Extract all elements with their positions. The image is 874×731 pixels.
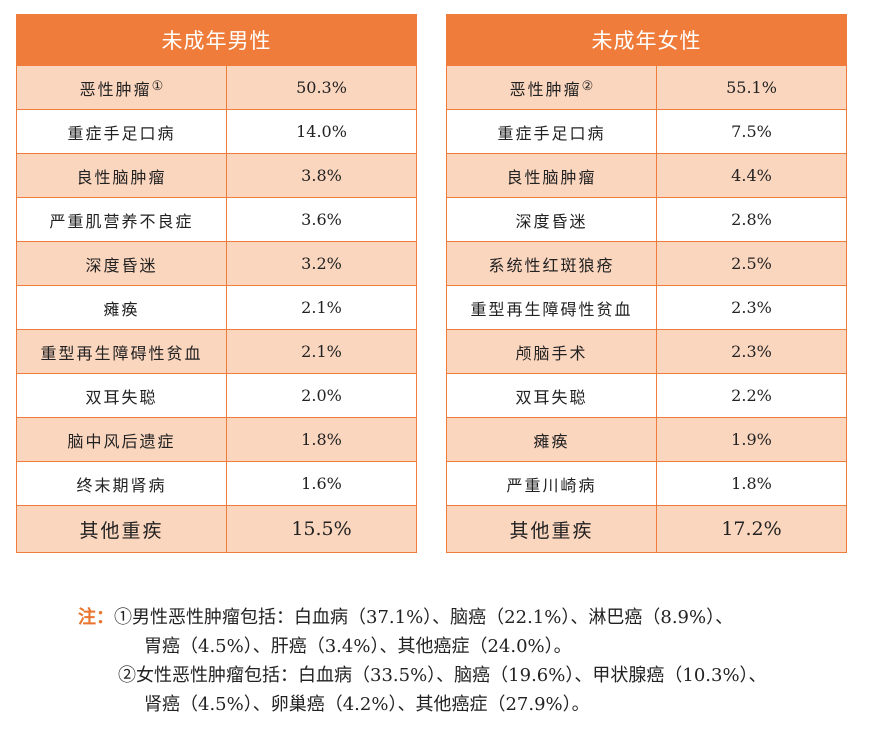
table-row: 双耳失聪 2.2% <box>446 373 847 418</box>
table-row: 良性脑肿瘤 3.8% <box>16 153 417 198</box>
percentage: 2.5% <box>656 241 847 286</box>
percentage: 7.5% <box>656 109 847 154</box>
footnotes: 注：①男性恶性肿瘤包括：白血病（37.1%）、脑癌（22.1%）、淋巴癌（8.9… <box>78 603 868 719</box>
table-row: 恶性肿瘤① 50.3% <box>16 65 417 110</box>
disease-name: 良性脑肿瘤 <box>446 153 657 198</box>
disease-name: 双耳失聪 <box>446 373 657 418</box>
disease-name: 深度昏迷 <box>16 241 227 286</box>
disease-name: 瘫痪 <box>446 417 657 462</box>
table-row: 严重肌营养不良症 3.6% <box>16 197 417 242</box>
percentage: 2.1% <box>226 285 417 330</box>
table-row: 终末期肾病 1.6% <box>16 461 417 506</box>
disease-name: 良性脑肿瘤 <box>16 153 227 198</box>
table-row: 重症手足口病 14.0% <box>16 109 417 154</box>
table-row: 重症手足口病 7.5% <box>446 109 847 154</box>
note-2-line-1: ②女性恶性肿瘤包括：白血病（33.5%）、脑癌（19.6%）、甲状腺癌（10.3… <box>118 665 767 686</box>
table-row: 严重川崎病 1.8% <box>446 461 847 506</box>
percentage: 3.8% <box>226 153 417 198</box>
table-row: 系统性红斑狼疮 2.5% <box>446 241 847 286</box>
percentage: 2.3% <box>656 329 847 374</box>
percentage: 1.9% <box>656 417 847 462</box>
percentage: 1.6% <box>226 461 417 506</box>
percentage: 3.6% <box>226 197 417 242</box>
disease-name: 恶性肿瘤① <box>16 65 227 110</box>
percentage: 1.8% <box>226 417 417 462</box>
percentage: 17.2% <box>656 505 847 553</box>
percentage: 4.4% <box>656 153 847 198</box>
percentage: 2.0% <box>226 373 417 418</box>
disease-name: 其他重疾 <box>446 505 657 553</box>
disease-name: 脑中风后遗症 <box>16 417 227 462</box>
disease-name: 颅脑手术 <box>446 329 657 374</box>
notes-label: 注： <box>78 607 114 628</box>
disease-name: 严重肌营养不良症 <box>16 197 227 242</box>
male-table: 未成年男性 恶性肿瘤① 50.3% 重症手足口病 14.0% 良性脑肿瘤 3.8… <box>16 14 417 553</box>
table-row: 脑中风后遗症 1.8% <box>16 417 417 462</box>
table-row: 双耳失聪 2.0% <box>16 373 417 418</box>
percentage: 3.2% <box>226 241 417 286</box>
percentage: 2.1% <box>226 329 417 374</box>
table-row: 深度昏迷 2.8% <box>446 197 847 242</box>
female-table: 未成年女性 恶性肿瘤② 55.1% 重症手足口病 7.5% 良性脑肿瘤 4.4%… <box>446 14 847 553</box>
note-1-line-2: 胃癌（4.5%）、肝癌（3.4%）、其他癌症（24.0%）。 <box>144 636 572 657</box>
disease-name: 恶性肿瘤② <box>446 65 657 110</box>
female-table-title: 未成年女性 <box>446 14 847 66</box>
disease-name: 其他重疾 <box>16 505 227 553</box>
disease-name: 深度昏迷 <box>446 197 657 242</box>
table-row: 瘫痪 1.9% <box>446 417 847 462</box>
percentage: 14.0% <box>226 109 417 154</box>
table-row: 深度昏迷 3.2% <box>16 241 417 286</box>
note-2-line-2: 肾癌（4.5%）、卵巢癌（4.2%）、其他癌症（27.9%）。 <box>144 694 590 715</box>
footnote-mark: ② <box>581 78 594 94</box>
table-row-total: 其他重疾 15.5% <box>16 505 417 553</box>
percentage: 1.8% <box>656 461 847 506</box>
table-row: 重型再生障碍性贫血 2.3% <box>446 285 847 330</box>
footnote-mark: ① <box>151 78 164 94</box>
disease-name: 终末期肾病 <box>16 461 227 506</box>
disease-name: 重症手足口病 <box>16 109 227 154</box>
percentage: 2.2% <box>656 373 847 418</box>
disease-name: 瘫痪 <box>16 285 227 330</box>
table-row-total: 其他重疾 17.2% <box>446 505 847 553</box>
table-row: 瘫痪 2.1% <box>16 285 417 330</box>
note-1-line-1: 注：①男性恶性肿瘤包括：白血病（37.1%）、脑癌（22.1%）、淋巴癌（8.9… <box>78 607 734 628</box>
disease-name: 重症手足口病 <box>446 109 657 154</box>
disease-name: 严重川崎病 <box>446 461 657 506</box>
male-table-title: 未成年男性 <box>16 14 417 66</box>
disease-name: 双耳失聪 <box>16 373 227 418</box>
percentage: 50.3% <box>226 65 417 110</box>
percentage: 55.1% <box>656 65 847 110</box>
percentage: 15.5% <box>226 505 417 553</box>
table-row: 良性脑肿瘤 4.4% <box>446 153 847 198</box>
disease-name: 重型再生障碍性贫血 <box>16 329 227 374</box>
disease-name: 系统性红斑狼疮 <box>446 241 657 286</box>
table-row: 恶性肿瘤② 55.1% <box>446 65 847 110</box>
table-row: 颅脑手术 2.3% <box>446 329 847 374</box>
percentage: 2.3% <box>656 285 847 330</box>
percentage: 2.8% <box>656 197 847 242</box>
disease-name: 重型再生障碍性贫血 <box>446 285 657 330</box>
table-row: 重型再生障碍性贫血 2.1% <box>16 329 417 374</box>
